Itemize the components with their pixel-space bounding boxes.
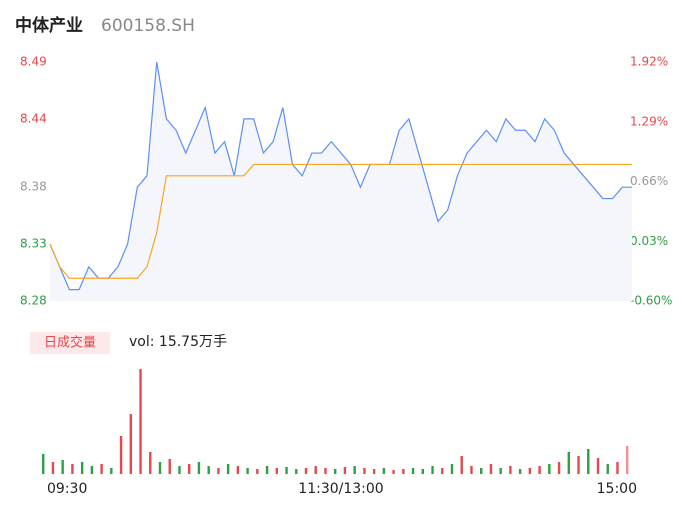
volume-bar: [616, 462, 619, 474]
volume-bar: [596, 458, 600, 474]
price-area: [50, 62, 632, 301]
y-tick-label: 8.33: [20, 237, 47, 251]
x-tick-label: 11:30/13:00: [298, 481, 383, 497]
volume-bar: [188, 464, 191, 474]
volume-tag: 日成交量: [44, 335, 96, 351]
volume-bar: [353, 466, 356, 474]
y2-tick-label: 1.29%: [630, 114, 668, 128]
volume-bar: [207, 466, 210, 474]
y2-tick-label: 0.66%: [630, 174, 668, 188]
y2-tick-label: 0.03%: [630, 234, 668, 248]
volume-bar: [363, 468, 366, 474]
volume-bar: [334, 469, 337, 474]
volume-bar: [217, 468, 220, 474]
volume-bar: [450, 464, 454, 474]
volume-tag-bg: [30, 332, 110, 354]
volume-bar: [314, 466, 317, 474]
volume-bar: [392, 470, 395, 474]
volume-bar: [402, 469, 405, 474]
x-tick-label: 09:30: [47, 481, 87, 497]
volume-bar: [197, 462, 201, 474]
volume-bar: [51, 462, 55, 474]
volume-bar: [480, 468, 483, 474]
y-tick-label: 8.49: [20, 55, 47, 69]
volume-bar: [499, 468, 502, 474]
volume-bar: [295, 469, 298, 474]
volume-bar: [489, 464, 493, 474]
volume-bar: [411, 468, 415, 474]
volume-bar: [265, 466, 269, 474]
x-tick-label: 15:00: [597, 481, 637, 497]
volume-bar: [548, 464, 551, 474]
series-line: [49, 163, 632, 279]
volume-bar: [129, 414, 132, 474]
volume-bar: [324, 468, 327, 474]
volume-bar: [538, 466, 541, 474]
y-tick-label: 8.44: [20, 111, 47, 125]
volume-bar: [168, 459, 171, 474]
volume-bar: [304, 468, 308, 474]
volume-bar: [226, 464, 230, 474]
volume-bar: [460, 456, 463, 474]
volume-bar: [71, 464, 74, 474]
volume-bar: [61, 460, 64, 474]
volume-bar: [42, 454, 45, 474]
volume-bar: [567, 452, 570, 474]
y-tick-label: 8.38: [20, 180, 47, 194]
volume-bar: [256, 469, 259, 474]
volume-bar: [372, 469, 376, 474]
series-line: [49, 61, 632, 291]
volume-bar: [90, 466, 94, 474]
volume-bar: [518, 469, 522, 474]
volume-bar: [606, 464, 609, 474]
volume-bar: [139, 369, 142, 474]
volume-bar: [246, 468, 249, 474]
volume-bar: [470, 466, 473, 474]
volume-bar: [509, 466, 512, 474]
volume-bar: [557, 462, 561, 474]
volume-bar: [528, 468, 532, 474]
y2-tick-label: -0.60%: [630, 294, 672, 308]
volume-bar: [178, 466, 181, 474]
volume-bar: [626, 446, 629, 474]
volume-bar: [441, 468, 444, 474]
volume-bar: [149, 452, 152, 474]
y2-tick-label: 1.92%: [630, 55, 668, 69]
volume-bar: [577, 456, 580, 474]
volume-label: vol: 15.75万手: [129, 334, 227, 350]
volume-bar: [431, 466, 434, 474]
volume-bar: [110, 468, 113, 474]
volume-bar: [100, 464, 103, 474]
stock-name: 中体产业: [15, 15, 83, 36]
volume-bar: [382, 468, 386, 474]
volume-bar: [158, 462, 162, 474]
volume-bar: [80, 462, 84, 474]
stock-code: 600158.SH: [101, 16, 195, 36]
y-tick-label: 8.28: [20, 294, 47, 308]
volume-bar: [275, 468, 278, 474]
volume-bar: [119, 436, 123, 474]
volume-bar: [236, 466, 240, 474]
volume-bar: [587, 449, 590, 474]
volume-bar: [343, 467, 347, 474]
volume-bar: [421, 469, 424, 474]
volume-bar: [285, 467, 288, 474]
